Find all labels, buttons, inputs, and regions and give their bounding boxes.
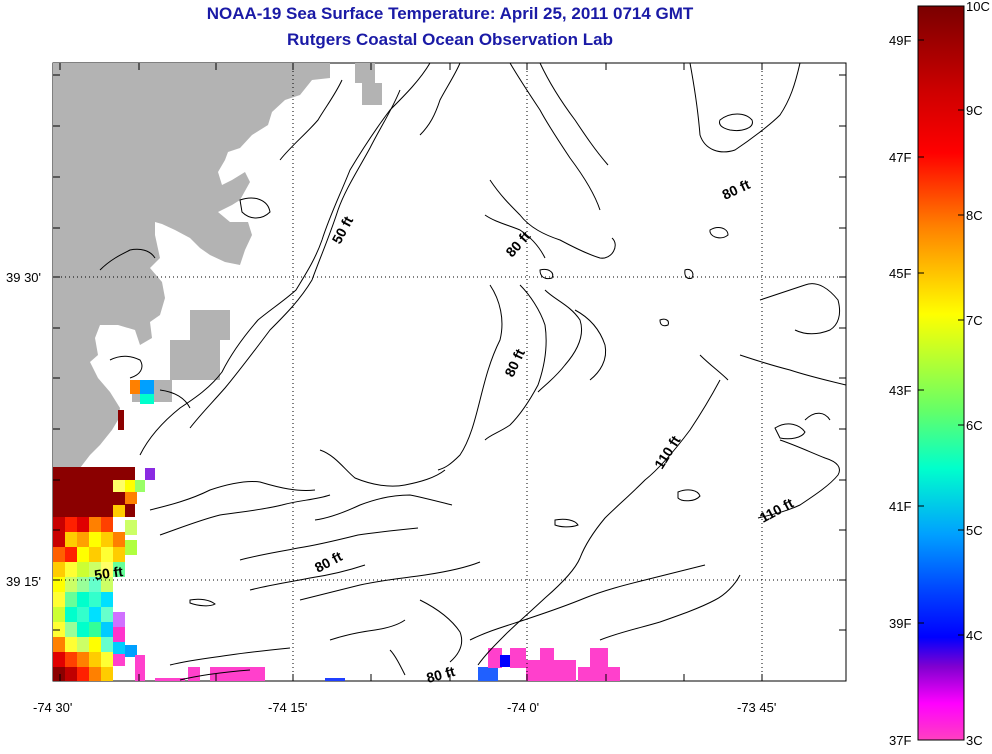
map-subtitle: Rutgers Coastal Ocean Observation Lab [287,30,613,49]
grid-lines [53,63,846,681]
lat-label-39-30: 39 30' [6,270,41,285]
land-patch [170,340,220,380]
cbar-label-f: 39F [889,616,911,631]
land-patch [362,83,382,105]
bathymetry-contours [99,63,846,681]
colorbar-celsius-labels: 10C 9C 8C 7C 6C 5C 4C 3C [966,0,990,748]
cbar-label-f: 45F [889,266,911,281]
cbar-label-c: 10C [966,0,990,14]
lon-label-74-15: -74 15' [268,700,307,715]
cbar-label-c: 4C [966,628,983,643]
cbar-label-c: 3C [966,733,983,748]
cbar-label-f: 47F [889,150,911,165]
lon-label-74-0: -74 0' [507,700,539,715]
cbar-label-f: 37F [889,733,911,748]
land-patch [190,310,230,340]
land-patch [355,63,375,83]
cbar-label-c: 9C [966,103,983,118]
contour-label: 50 ft [93,563,124,583]
colorbar-ticks [918,39,964,636]
lat-label-39-15: 39 15' [6,574,41,589]
sst-pixels-west [53,380,155,681]
tick-marks [53,63,846,681]
cbar-label-f: 49F [889,33,911,48]
cbar-label-f: 41F [889,499,911,514]
sst-pixels-south [155,648,620,681]
lon-label-73-45: -73 45' [737,700,776,715]
cbar-label-f: 43F [889,383,911,398]
cbar-label-c: 8C [966,208,983,223]
map-title: NOAA-19 Sea Surface Temperature: April 2… [206,4,694,23]
contour-label: 80 ft [425,663,457,686]
colorbar [917,5,965,741]
colorbar-fahrenheit-labels: 49F 47F 45F 43F 41F 39F 37F [889,33,911,748]
lon-label-74-30: -74 30' [33,700,72,715]
cbar-label-c: 7C [966,313,983,328]
land-mass [53,63,330,485]
cbar-label-c: 6C [966,418,983,433]
cbar-label-c: 5C [966,523,983,538]
